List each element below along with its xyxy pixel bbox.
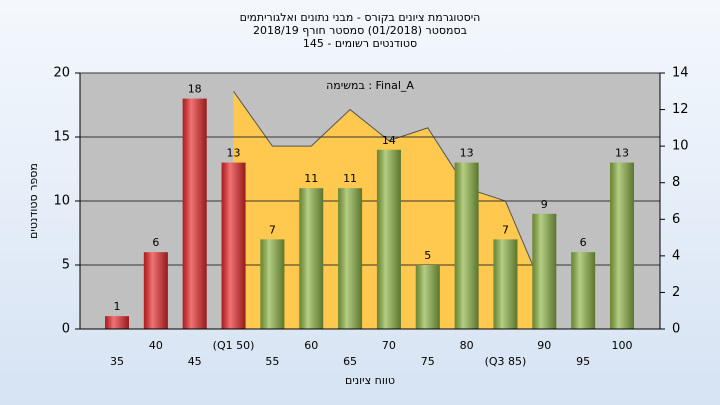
value-label: 11 xyxy=(343,172,357,185)
value-label: 7 xyxy=(502,223,509,236)
y2-tick-label: 10 xyxy=(672,139,689,154)
value-label: 14 xyxy=(382,134,396,147)
x-tick-label: 35 xyxy=(110,355,124,368)
bar-shade xyxy=(493,239,518,329)
y2-tick-label: 14 xyxy=(672,66,689,81)
x-axis-label: טווח ציונים xyxy=(345,374,395,387)
y-tick-label: 5 xyxy=(62,258,70,273)
value-label: 7 xyxy=(269,223,276,236)
bar-shade xyxy=(571,252,596,329)
bar-shade xyxy=(143,252,168,329)
bar-shade xyxy=(376,149,401,329)
y2-tick-label: 6 xyxy=(672,212,680,227)
value-label: 13 xyxy=(227,147,241,160)
bar-shade xyxy=(221,162,246,329)
x-tick-label: 75 xyxy=(421,355,435,368)
y2-tick-label: 12 xyxy=(672,102,689,117)
x-tick-label: 45 xyxy=(188,355,202,368)
value-label: 13 xyxy=(615,147,629,160)
bar-shade xyxy=(260,239,285,329)
y2-tick-label: 4 xyxy=(672,248,680,263)
x-tick-label: 80 xyxy=(460,339,474,352)
y-tick-label: 15 xyxy=(53,130,70,145)
y2-tick-label: 0 xyxy=(672,322,680,337)
y2-tick-label: 2 xyxy=(672,285,680,300)
value-label: 9 xyxy=(541,198,548,211)
value-label: 18 xyxy=(188,83,202,96)
y-tick-label: 20 xyxy=(53,66,70,81)
x-tick-label: 90 xyxy=(537,339,551,352)
bar-shade xyxy=(182,98,207,329)
x-tick-label: 65 xyxy=(343,355,357,368)
value-label: 13 xyxy=(460,147,474,160)
chart-subtitle: סטודנטים רשומים - 145 xyxy=(303,37,417,50)
value-label: 5 xyxy=(424,249,431,262)
value-label: 11 xyxy=(304,172,318,185)
x-tick-label: 70 xyxy=(382,339,396,352)
annotation: במשימה : Final_A xyxy=(326,79,414,92)
x-tick-label: 55 xyxy=(265,355,279,368)
area-line xyxy=(233,90,545,293)
chart-subtitle: בסמסטר (01/2018) סמסטר חורף 2018/19 xyxy=(253,24,467,37)
y2-tick-label: 8 xyxy=(672,175,680,190)
x-tick-label: 95 xyxy=(576,355,590,368)
chart-title: היסטוגרמת ציונים בקורס - מבני נתונים ואל… xyxy=(240,11,481,24)
bar-shade xyxy=(299,188,324,329)
bar-shade xyxy=(415,265,440,329)
bar-shade xyxy=(105,316,129,329)
value-label: 6 xyxy=(580,236,587,249)
x-tick-label: 100 xyxy=(612,339,633,352)
x-tick-label: 60 xyxy=(304,339,318,352)
y-axis-label: מספר סטודנטים xyxy=(27,163,40,239)
x-tick-label: (Q3 85) xyxy=(485,355,527,368)
bar-shade xyxy=(610,162,634,329)
y-tick-label: 0 xyxy=(62,322,70,337)
x-tick-label: (Q1 50) xyxy=(213,339,255,352)
bar-shade xyxy=(338,188,363,329)
value-label: 1 xyxy=(114,300,121,313)
y-tick-label: 10 xyxy=(53,194,70,209)
x-tick-label: 40 xyxy=(149,339,163,352)
bar-shade xyxy=(532,213,557,329)
bar-shade xyxy=(454,162,479,329)
value-label: 6 xyxy=(152,236,159,249)
